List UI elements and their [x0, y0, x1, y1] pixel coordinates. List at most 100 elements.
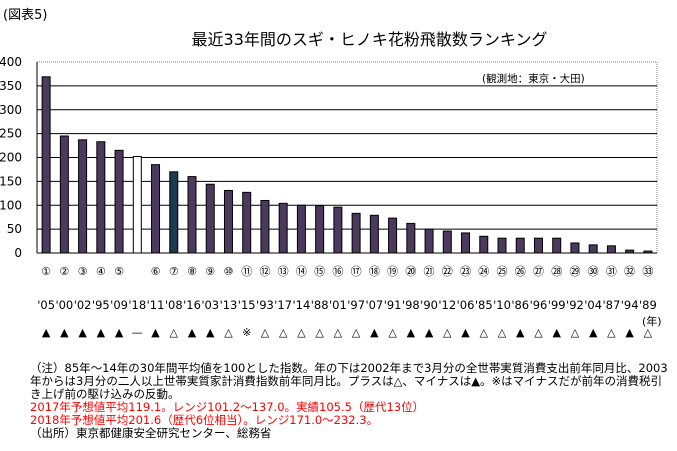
rank-label: ⑧ — [187, 265, 197, 278]
consumption-sign: ※ — [242, 326, 251, 339]
x-tick-label: '09 — [110, 298, 128, 312]
x-tick-label: '06 — [457, 298, 475, 312]
consumption-sign: △ — [534, 326, 543, 339]
bar — [643, 250, 653, 254]
x-tick-label: '91 — [384, 298, 402, 312]
bar — [625, 249, 635, 254]
bar — [296, 204, 306, 254]
rank-label: ㉜ — [624, 265, 635, 278]
consumption-sign: △ — [607, 326, 616, 339]
rank-label: ⑤ — [114, 265, 124, 278]
consumption-sign: △ — [261, 326, 270, 339]
y-tick-label: 350 — [0, 79, 22, 93]
bar — [41, 76, 51, 254]
bar — [588, 244, 598, 254]
y-tick-label: 100 — [0, 198, 22, 212]
x-tick-label: '14 — [293, 298, 311, 312]
rank-label: ㉔ — [478, 265, 489, 278]
consumption-sign: ▲ — [115, 326, 124, 339]
x-tick-label: '94 — [621, 298, 639, 312]
bar — [351, 212, 361, 254]
bar — [187, 176, 197, 254]
rank-label: ㉒ — [442, 265, 453, 278]
consumption-sign: △ — [334, 326, 343, 339]
consumption-sign: △ — [480, 326, 489, 339]
consumption-sign: ▲ — [516, 326, 525, 339]
bar — [59, 135, 69, 254]
bar — [242, 191, 252, 254]
bar — [533, 237, 543, 254]
consumption-sign: — — [132, 326, 143, 339]
x-tick-label: '17 — [274, 298, 292, 312]
x-tick-label: '13 — [220, 298, 238, 312]
bar — [260, 199, 270, 254]
bar — [461, 232, 471, 254]
bar — [333, 206, 343, 254]
bar — [78, 139, 88, 254]
x-tick-label: '12 — [438, 298, 456, 312]
x-tick-label: '88 — [311, 298, 329, 312]
y-tick-label: 200 — [0, 151, 22, 165]
rank-label: ⑦ — [169, 265, 179, 278]
rank-label: ⑳ — [405, 265, 416, 278]
x-tick-label: '10 — [493, 298, 511, 312]
consumption-sign: ▲ — [625, 326, 634, 339]
consumption-sign: △ — [315, 326, 324, 339]
x-tick-label: '08 — [165, 298, 183, 312]
bar — [497, 237, 507, 254]
bar — [406, 222, 416, 254]
x-tick-label: '97 — [347, 298, 365, 312]
bar — [205, 183, 215, 254]
consumption-sign: ▲ — [206, 326, 215, 339]
consumption-sign: △ — [352, 326, 361, 339]
bar — [424, 228, 434, 254]
rank-label: ⑩ — [224, 265, 234, 278]
rank-label: ⑥ — [151, 265, 161, 278]
footnote-source: （出所）東京都健康安全研究センター、総務省 — [30, 426, 272, 440]
rank-label: ㉛ — [606, 265, 617, 278]
bar — [151, 164, 161, 254]
rank-label: ⑪ — [241, 265, 252, 278]
y-tick-label: 0 — [14, 246, 22, 260]
x-tick-label: '01 — [329, 298, 347, 312]
x-tick-label: '00 — [55, 298, 73, 312]
consumption-sign: ▲ — [370, 326, 379, 339]
rank-label: ㉝ — [642, 265, 653, 278]
y-tick-label: 400 — [0, 55, 22, 69]
figure-label: (図表5) — [3, 8, 48, 23]
y-tick-label: 150 — [0, 174, 22, 188]
x-tick-label: '89 — [639, 298, 657, 312]
bar — [114, 149, 124, 254]
x-tick-label: '11 — [147, 298, 165, 312]
rank-label: ⑱ — [369, 265, 380, 278]
x-tick-label: '85 — [475, 298, 493, 312]
x-tick-label: '16 — [183, 298, 201, 312]
x-tick-label: '02 — [74, 298, 92, 312]
bar — [515, 237, 525, 254]
consumption-sign: ▲ — [78, 326, 87, 339]
chart-annotation: (観測地：東京・大田) — [482, 73, 585, 85]
rank-label: ㉓ — [460, 265, 471, 278]
footnote-note: （注）85年～14年の30年間平均値を100とした指数。年の下は2002年まで3… — [30, 361, 668, 401]
consumption-sign: ▲ — [188, 326, 197, 339]
bar — [315, 205, 325, 254]
bar — [606, 245, 616, 254]
bar — [223, 189, 233, 254]
consumption-sign: ▲ — [42, 326, 51, 339]
consumption-sign: △ — [224, 326, 233, 339]
footnote-2017: 2017年予想値平均119.1。レンジ101.2～137.0。実績105.5（歴… — [30, 400, 425, 414]
year-unit-label: (年) — [642, 315, 662, 328]
rank-label: ⑮ — [314, 265, 325, 278]
consumption-sign: ▲ — [60, 326, 69, 339]
consumption-sign: ▲ — [461, 326, 470, 339]
consumption-sign: △ — [297, 326, 306, 339]
rank-label: ⑭ — [296, 265, 307, 278]
x-tick-label: '99 — [548, 298, 566, 312]
x-tick-label: '18 — [128, 298, 146, 312]
rank-label: ⑨ — [205, 265, 215, 278]
x-tick-label: '95 — [92, 298, 110, 312]
bar — [369, 214, 379, 254]
rank-label: ㉖ — [515, 265, 526, 278]
footnote-2018: 2018年予想値平均201.6（歴代6位相当）。レンジ171.0～232.3。 — [30, 413, 379, 427]
